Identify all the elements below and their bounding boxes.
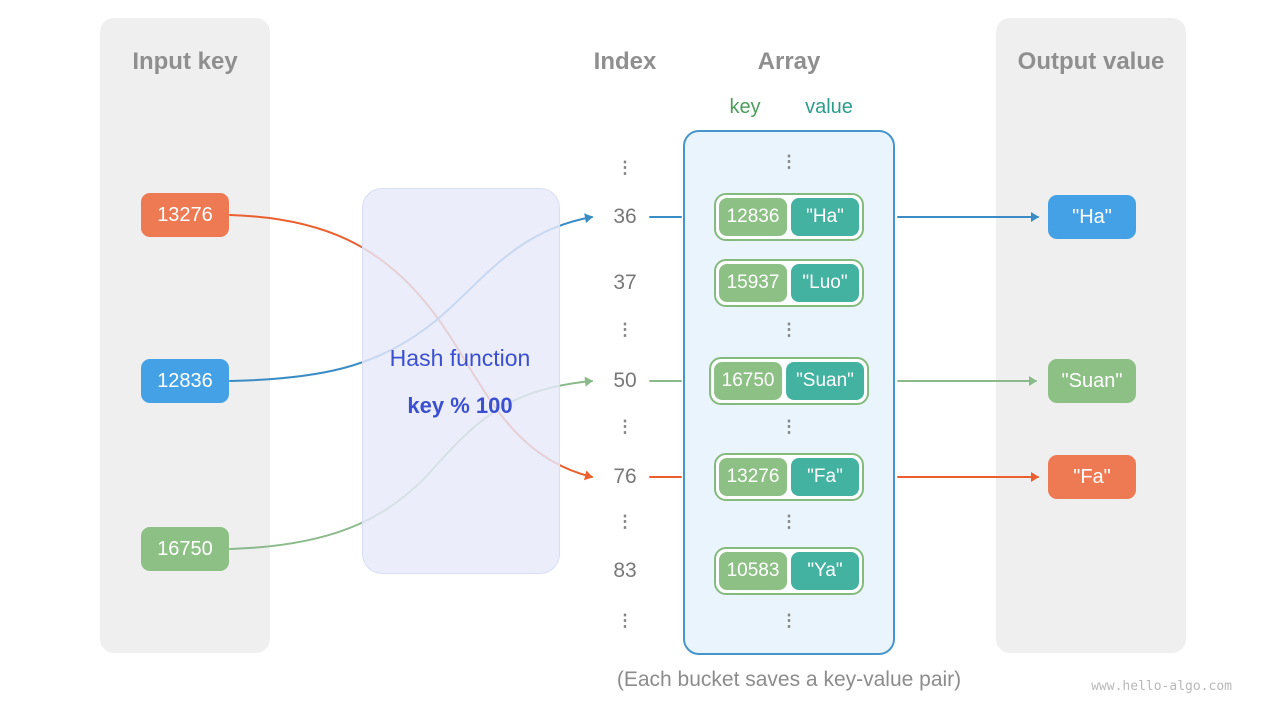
diagram-caption: (Each bucket saves a key-value pair) xyxy=(616,668,962,691)
output-value-panel xyxy=(996,18,1186,653)
bucket-value: "Ha" xyxy=(791,198,859,236)
hash-function-box xyxy=(362,188,560,574)
array-ellipsis: ⋮ xyxy=(780,512,798,531)
input-key-13276: 13276 xyxy=(141,193,229,237)
bucket-row-50: 16750 "Suan" xyxy=(709,357,869,405)
output-value-ha: "Ha" xyxy=(1048,195,1136,239)
bucket-key: 15937 xyxy=(719,264,787,302)
bucket-row-83: 10583 "Ya" xyxy=(714,547,864,595)
bucket-row-76: 13276 "Fa" xyxy=(714,453,864,501)
array-ellipsis: ⋮ xyxy=(780,417,798,436)
index-37: 37 xyxy=(613,271,637,294)
output-value-fa: "Fa" xyxy=(1048,455,1136,499)
index-50: 50 xyxy=(613,369,637,392)
array-ellipsis: ⋮ xyxy=(780,152,798,171)
array-ellipsis: ⋮ xyxy=(780,320,798,339)
bucket-key: 12836 xyxy=(719,198,787,236)
hash-function-formula: key % 100 xyxy=(407,393,513,418)
index-ellipsis: ⋮ xyxy=(616,417,634,436)
index-36: 36 xyxy=(613,205,637,228)
bucket-value: "Suan" xyxy=(786,362,864,400)
bucket-row-36: 12836 "Ha" xyxy=(714,193,864,241)
input-key-12836: 12836 xyxy=(141,359,229,403)
bucket-row-37: 15937 "Luo" xyxy=(714,259,864,307)
output-value-suan: "Suan" xyxy=(1048,359,1136,403)
bucket-value: "Ya" xyxy=(791,552,859,590)
input-panel-title: Input key xyxy=(132,48,238,75)
index-ellipsis: ⋮ xyxy=(616,611,634,630)
bucket-value: "Luo" xyxy=(791,264,859,302)
value-column-label: value xyxy=(805,96,853,118)
array-ellipsis: ⋮ xyxy=(780,611,798,630)
bucket-key: 16750 xyxy=(714,362,783,400)
hash-function-label: Hash function xyxy=(389,345,531,371)
bucket-key: 13276 xyxy=(719,458,787,496)
bucket-key: 10583 xyxy=(719,552,787,590)
array-title: Array xyxy=(757,48,821,75)
bucket-value: "Fa" xyxy=(791,458,859,496)
output-panel-title: Output value xyxy=(1017,48,1165,75)
key-column-label: key xyxy=(729,96,761,118)
index-ellipsis: ⋮ xyxy=(616,512,634,531)
watermark: www.hello-algo.com xyxy=(1091,679,1232,694)
input-key-16750: 16750 xyxy=(141,527,229,571)
index-ellipsis: ⋮ xyxy=(616,158,634,177)
index-column-title: Index xyxy=(593,48,657,75)
index-83: 83 xyxy=(613,559,637,582)
index-76: 76 xyxy=(613,465,637,488)
index-ellipsis: ⋮ xyxy=(616,320,634,339)
